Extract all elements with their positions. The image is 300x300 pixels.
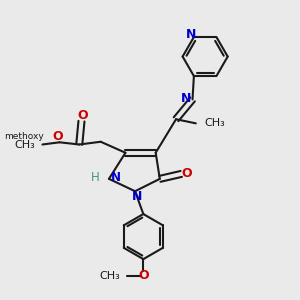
Text: N: N — [185, 28, 196, 41]
Text: N: N — [111, 171, 121, 184]
Text: CH₃: CH₃ — [99, 271, 120, 281]
Text: O: O — [53, 130, 63, 143]
Text: CH₃: CH₃ — [15, 140, 36, 150]
Text: O: O — [182, 167, 192, 180]
Text: O: O — [138, 269, 148, 282]
Text: N: N — [132, 190, 142, 203]
Text: methoxy: methoxy — [4, 132, 43, 141]
Text: N: N — [181, 92, 192, 105]
Text: CH₃: CH₃ — [204, 118, 225, 128]
Text: H: H — [91, 171, 99, 184]
Text: O: O — [77, 109, 88, 122]
